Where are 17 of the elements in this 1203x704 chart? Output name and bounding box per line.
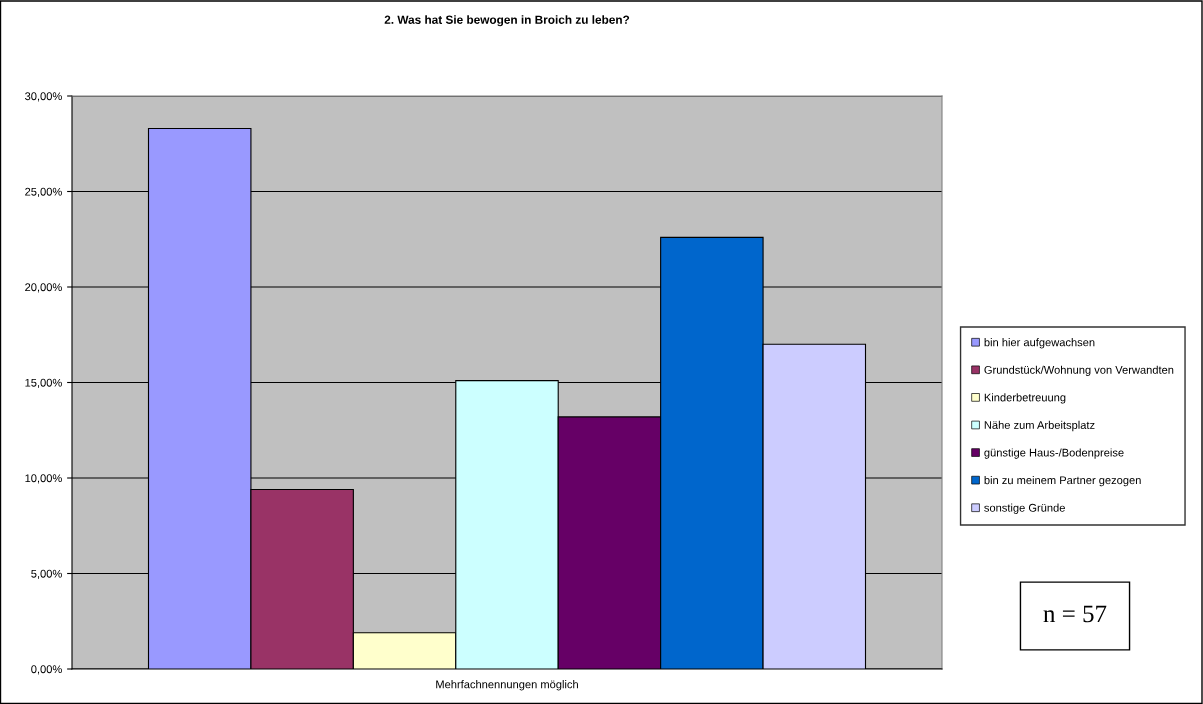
y-tick-label: 0,00% <box>31 665 62 675</box>
legend-label: sonstige Gründe <box>984 503 1065 514</box>
x-tick-label: Mehrfachnennungen möglich <box>436 680 578 691</box>
y-tick-label: 15,00% <box>25 378 62 388</box>
legend-label: Nähe zum Arbeitsplatz <box>984 420 1095 432</box>
y-tick-label: 30,00% <box>25 92 62 102</box>
y-tick-label: 5,00% <box>31 569 62 579</box>
legend-label: Grundstück/Wohnung von Verwandten <box>984 365 1174 377</box>
y-tick-label: 25,00% <box>25 187 62 197</box>
legend-label: bin hier aufgewachsen <box>984 338 1095 349</box>
legend-label: Kinderbetreuung <box>984 393 1066 404</box>
y-tick-label: 10,00% <box>25 474 62 484</box>
chart-title: 2. Was hat Sie bewogen in Broich zu leben? <box>384 15 630 27</box>
y-tick-label: 20,00% <box>25 283 62 293</box>
legend-label: bin zu meinem Partner gezogen <box>984 475 1141 487</box>
legend-label: günstige Haus-/Bodenpreise <box>984 448 1124 459</box>
text: n = 57 <box>1043 605 1107 623</box>
